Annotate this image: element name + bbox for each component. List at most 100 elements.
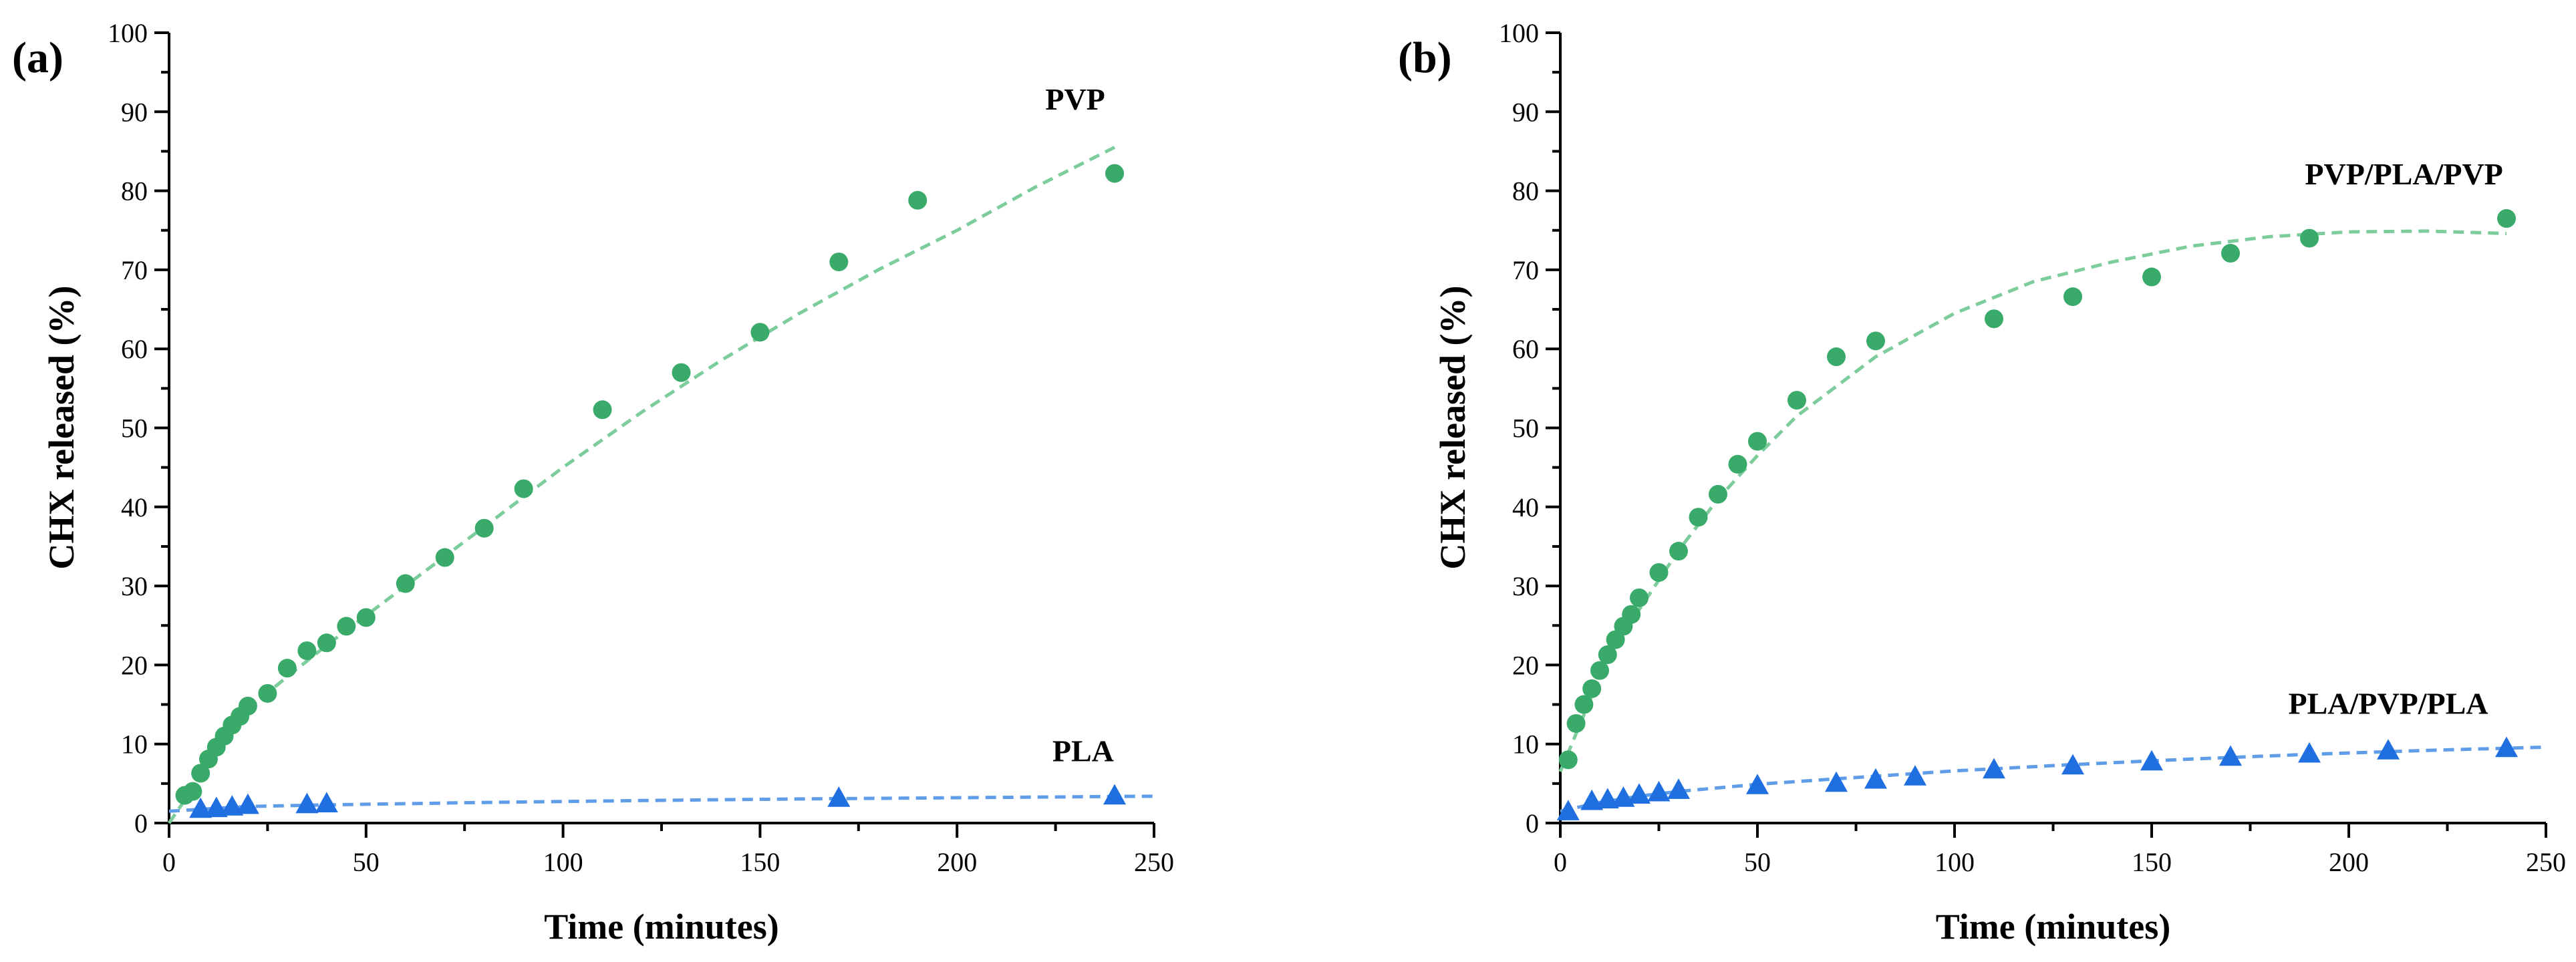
x-tick-label: 50	[1744, 847, 1771, 877]
data-point	[183, 782, 202, 801]
series-pla: PLA	[168, 734, 1155, 818]
fit-curve	[167, 146, 1116, 824]
y-tick-label: 20	[121, 650, 148, 680]
y-tick-label: 50	[1512, 414, 1539, 444]
data-point	[221, 795, 244, 816]
data-point	[1787, 391, 1806, 410]
data-point	[204, 796, 228, 818]
data-point	[672, 363, 691, 382]
x-tick-label: 0	[162, 847, 176, 877]
data-point	[2300, 228, 2319, 248]
data-point	[593, 400, 612, 420]
x-axis-title: Time (minutes)	[1936, 907, 2170, 947]
data-point	[1904, 765, 1926, 786]
series-pvp-pla-pvp: PVP/PLA/PVP	[1558, 157, 2516, 773]
data-point	[1558, 750, 1578, 770]
data-point	[1598, 645, 1617, 665]
data-point	[1985, 309, 2003, 329]
data-point	[2219, 745, 2242, 766]
data-point	[1590, 661, 1609, 680]
data-point	[2140, 750, 2163, 771]
fit-curve	[168, 794, 1155, 813]
y-tick-label: 60	[121, 334, 148, 364]
data-point	[1748, 432, 1767, 451]
data-point	[297, 641, 317, 661]
y-tick-label: 40	[1512, 492, 1539, 522]
data-point	[1556, 800, 1580, 820]
y-tick-label: 80	[121, 176, 148, 206]
data-point	[827, 786, 851, 807]
data-point	[295, 792, 319, 814]
x-axis-title: Time (minutes)	[544, 907, 778, 947]
chart-panel-1: 0 50 100 150 200 250 0 10 20 30 40 50 60 70 80 90 100 Tim…	[12, 18, 1174, 947]
data-point	[1866, 331, 1885, 351]
data-point	[1827, 347, 1846, 367]
y-tick-label: 30	[1512, 571, 1539, 601]
data-point	[2497, 209, 2516, 228]
panel-label: (a)	[12, 33, 63, 82]
data-point	[1580, 789, 1604, 810]
data-point	[1864, 768, 1887, 789]
x-tick-label: 50	[353, 847, 380, 877]
data-point	[189, 797, 212, 818]
data-point	[1667, 778, 1690, 799]
data-point	[1105, 164, 1125, 183]
data-point	[356, 608, 376, 627]
data-point	[1596, 788, 1619, 809]
y-tick-label: 80	[1512, 176, 1539, 206]
data-point	[317, 633, 336, 653]
y-tick-label: 0	[134, 808, 148, 838]
data-point	[1647, 780, 1671, 802]
y-tick-label: 70	[121, 255, 148, 285]
y-axis-title: CHX released (%)	[1433, 286, 1473, 570]
panel-label: (b)	[1398, 33, 1452, 82]
x-tick-label: 150	[2132, 847, 2172, 877]
data-point	[908, 190, 927, 210]
data-point	[1669, 542, 1688, 561]
series-pla-pvp-pla: PLA/PVP/PLA	[1556, 687, 2547, 820]
x-tick-label: 200	[2329, 847, 2369, 877]
y-tick-label: 70	[1512, 255, 1539, 285]
data-point	[396, 574, 415, 593]
chart-panel-2: 0 50 100 150 200 250 0 10 20 30 40 50 60 70 80 90 100 Tim…	[1398, 18, 2566, 947]
data-point	[1574, 695, 1594, 714]
y-tick-label: 0	[1526, 808, 1539, 838]
series-label: PLA	[1052, 734, 1114, 768]
x-tick-label: 150	[740, 847, 780, 877]
y-tick-label: 40	[121, 492, 148, 522]
y-axis-title: CHX released (%)	[41, 286, 82, 570]
data-point	[1983, 758, 2005, 779]
data-point	[2063, 287, 2082, 307]
data-point	[514, 479, 533, 498]
y-tick-label: 100	[108, 18, 148, 48]
x-tick-label: 250	[2526, 847, 2566, 877]
data-point	[337, 617, 356, 636]
data-point	[1728, 454, 1747, 474]
data-point	[1825, 771, 1848, 792]
series-label: PLA/PVP/PLA	[2289, 687, 2488, 721]
data-point	[2061, 754, 2084, 775]
y-tick-label: 20	[1512, 650, 1539, 680]
x-tick-label: 100	[543, 847, 583, 877]
series-label: PVP/PLA/PVP	[2305, 157, 2502, 191]
y-tick-label: 90	[121, 97, 148, 127]
data-point	[258, 683, 277, 703]
data-point	[435, 548, 454, 567]
y-tick-label: 90	[1512, 97, 1539, 127]
data-point	[2221, 244, 2240, 263]
y-tick-label: 10	[121, 730, 148, 760]
data-point	[191, 764, 210, 783]
data-point	[315, 792, 338, 812]
data-point	[277, 659, 297, 678]
y-tick-label: 10	[1512, 730, 1539, 760]
y-tick-label: 50	[121, 414, 148, 444]
data-point	[238, 696, 257, 715]
data-point	[1582, 679, 1602, 698]
series-pvp: PVP	[167, 82, 1125, 824]
x-tick-label: 250	[1134, 847, 1174, 877]
data-point	[1630, 588, 1649, 607]
data-point	[1622, 605, 1641, 624]
data-point	[1709, 484, 1727, 504]
data-point	[829, 253, 849, 272]
